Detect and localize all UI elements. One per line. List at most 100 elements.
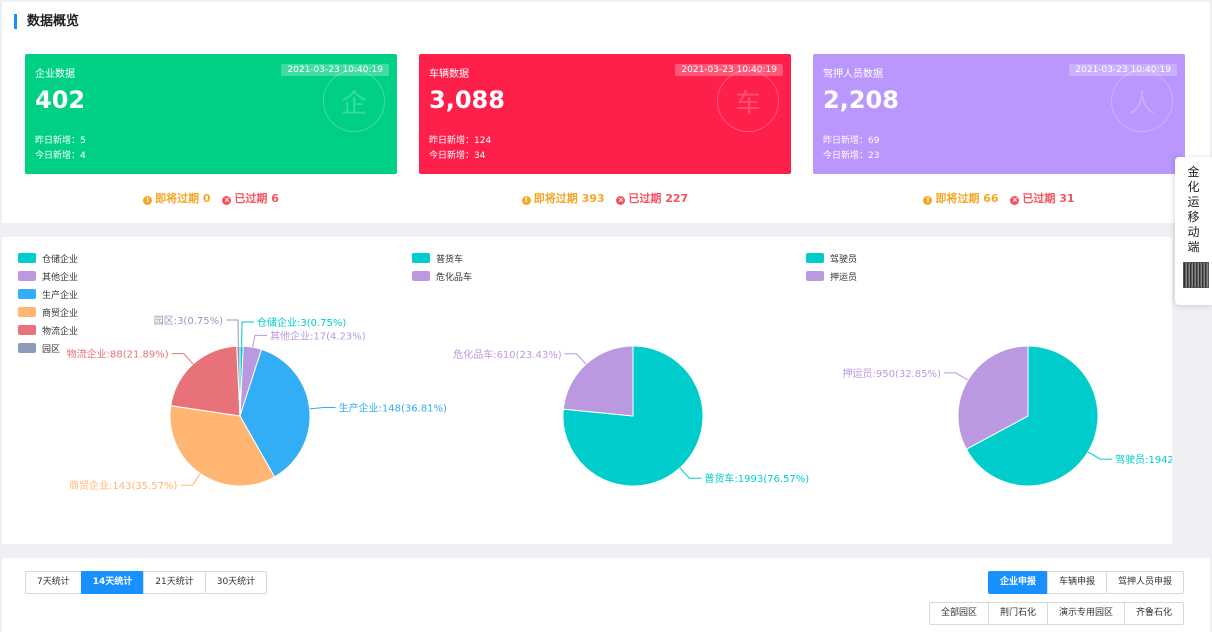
label-leader-line <box>252 334 268 348</box>
personnel-pie-legend: 驾驶员 押运员 <box>806 249 857 285</box>
section-title: 数据概览 <box>14 14 79 29</box>
pie-slice[interactable] <box>562 345 634 417</box>
yesterday-added: 昨日新增：124 <box>429 136 492 146</box>
label-leader-line <box>1087 451 1113 460</box>
legend-swatch <box>412 253 430 263</box>
legend-label: 仓储企业 <box>42 254 79 265</box>
warning-icon: ! <box>923 196 933 205</box>
pie-slice[interactable] <box>965 345 1099 487</box>
legend-item[interactable]: 商贸企业 <box>18 303 78 321</box>
personnel-expiry: ! 即将过期 66 × 已过期 31 <box>813 190 1185 206</box>
legend-label: 危化品车 <box>436 272 473 283</box>
label-leader-line <box>171 353 194 365</box>
overview-panel: 数据概览 企业数据 2021-03-23 10:40:19 402 昨日新增：5… <box>2 2 1210 223</box>
park-tab-group: 全部园区 荆门石化 演示专用园区 齐鲁石化 <box>928 602 1184 625</box>
tab-30-days[interactable]: 30天统计 <box>204 571 268 594</box>
legend-item[interactable]: 驾驶员 <box>806 249 857 267</box>
expiring-soon-link[interactable]: ! 即将过期 66 <box>923 192 999 205</box>
tab-7-days[interactable]: 7天统计 <box>25 571 82 594</box>
pie-slice-label: 驾驶员:1942(67.15%) <box>1115 453 1172 466</box>
pie-slice[interactable] <box>170 345 241 417</box>
legend-item[interactable]: 押运员 <box>806 267 857 285</box>
enterprise-stat-card[interactable]: 企业数据 2021-03-23 10:40:19 402 昨日新增：5 今日新增… <box>25 54 397 174</box>
pie-slice[interactable] <box>239 348 311 478</box>
tab-demo-park[interactable]: 演示专用园区 <box>1046 602 1125 625</box>
label-leader-line <box>943 372 969 381</box>
tab-qilu-petrochem[interactable]: 齐鲁石化 <box>1123 602 1184 625</box>
legend-item[interactable]: 生产企业 <box>18 285 78 303</box>
today-added: 今日新增：23 <box>823 151 880 161</box>
legend-label: 普货车 <box>436 254 464 265</box>
yesterday-added: 昨日新增：5 <box>35 136 86 146</box>
today-added: 今日新增：4 <box>35 151 86 161</box>
legend-swatch <box>18 343 36 353</box>
statistics-panel: 7天统计 14天统计 21天统计 30天统计 企业申报 车辆申报 驾押人员申报 … <box>2 558 1210 632</box>
label-leader-line <box>679 467 702 479</box>
tab-14-days[interactable]: 14天统计 <box>80 571 145 594</box>
legend-item[interactable]: 危化品车 <box>412 267 472 285</box>
tab-vehicle-report[interactable]: 车辆申报 <box>1046 571 1107 594</box>
legend-item[interactable]: 其他企业 <box>18 267 78 285</box>
legend-label: 商贸企业 <box>42 308 79 319</box>
pie-slice-label: 仓储企业:3(0.75%) <box>257 316 346 329</box>
warning-icon: ! <box>143 196 153 205</box>
personnel-stat-card[interactable]: 驾押人员数据 2021-03-23 10:40:19 2,208 昨日新增：69… <box>813 54 1185 174</box>
pie-slice-label: 物流企业:88(21.89%) <box>67 348 169 361</box>
pie-slice[interactable] <box>169 405 276 487</box>
expired-link[interactable]: × 已过期 31 <box>1010 192 1075 205</box>
legend-swatch <box>18 325 36 335</box>
expiring-soon-link[interactable]: ! 即将过期 0 <box>143 192 211 205</box>
label-leader-line <box>226 319 239 347</box>
legend-swatch <box>18 289 36 299</box>
pie-slice-label: 押运员:950(32.85%) <box>843 367 941 380</box>
pie-slice[interactable] <box>236 345 241 417</box>
qr-code-icon <box>1183 262 1209 288</box>
tab-jingmen-petrochem[interactable]: 荆门石化 <box>987 602 1048 625</box>
pie-slice[interactable] <box>957 345 1029 450</box>
tab-personnel-report[interactable]: 驾押人员申报 <box>1105 571 1184 594</box>
tab-all-parks[interactable]: 全部园区 <box>928 602 989 625</box>
legend-label: 物流企业 <box>42 326 79 337</box>
legend-label: 其他企业 <box>42 272 79 283</box>
legend-label: 生产企业 <box>42 290 79 301</box>
legend-swatch <box>18 253 36 263</box>
card-title: 车辆数据 <box>429 69 469 80</box>
yesterday-added: 昨日新增：69 <box>823 136 880 146</box>
label-leader-line <box>564 353 587 365</box>
legend-swatch <box>18 271 36 281</box>
timestamp-badge: 2021-03-23 10:40:19 <box>1069 64 1177 76</box>
legend-item[interactable]: 仓储企业 <box>18 249 78 267</box>
legend-swatch <box>806 271 824 281</box>
card-value: 402 <box>35 86 86 114</box>
tab-21-days[interactable]: 21天统计 <box>143 571 206 594</box>
personnel-watermark-icon: 人 <box>1111 70 1173 132</box>
pie-slice-label: 园区:3(0.75%) <box>154 315 223 327</box>
mobile-app-label: 金 化 运 移 动 端 <box>1187 165 1200 254</box>
warning-icon: ! <box>521 196 531 205</box>
pie-slice-label: 其他企业:17(4.23%) <box>270 329 366 342</box>
report-tab-group: 企业申报 车辆申报 驾押人员申报 <box>987 571 1184 594</box>
legend-swatch <box>18 307 36 317</box>
mobile-app-tab[interactable]: 金 化 运 移 动 端 <box>1175 157 1212 305</box>
pie-slice-label: 普货车:1993(76.57%) <box>704 472 809 485</box>
card-value: 3,088 <box>429 86 505 114</box>
card-title: 企业数据 <box>35 69 75 80</box>
enterprise-watermark-icon: 企 <box>323 70 385 132</box>
vehicle-pie-legend: 普货车 危化品车 <box>412 249 472 285</box>
expired-link[interactable]: × 已过期 227 <box>616 192 689 205</box>
tab-enterprise-report[interactable]: 企业申报 <box>987 571 1048 594</box>
legend-item[interactable]: 普货车 <box>412 249 472 267</box>
close-circle-icon: × <box>1010 196 1020 205</box>
expiring-soon-link[interactable]: ! 即将过期 393 <box>521 192 605 205</box>
legend-item[interactable]: 园区 <box>18 339 78 357</box>
timestamp-badge: 2021-03-23 10:40:19 <box>675 64 783 76</box>
label-leader-line <box>180 473 201 486</box>
expired-link[interactable]: × 已过期 6 <box>222 192 279 205</box>
vehicle-expiry: ! 即将过期 393 × 已过期 227 <box>419 190 791 206</box>
card-title: 驾押人员数据 <box>823 69 883 80</box>
charts-panel: 仓储企业其他企业生产企业商贸企业物流企业园区 普货车危化品车 驾驶员 押运员 仓储… <box>2 237 1172 544</box>
legend-item[interactable]: 物流企业 <box>18 321 78 339</box>
vehicle-stat-card[interactable]: 车辆数据 2021-03-23 10:40:19 3,088 昨日新增：124 … <box>419 54 791 174</box>
pie-charts-svg: 仓储企业:3(0.75%)其他企业:17(4.23%) 生产企业:148(36.8… <box>67 315 1172 492</box>
card-value: 2,208 <box>823 86 899 114</box>
